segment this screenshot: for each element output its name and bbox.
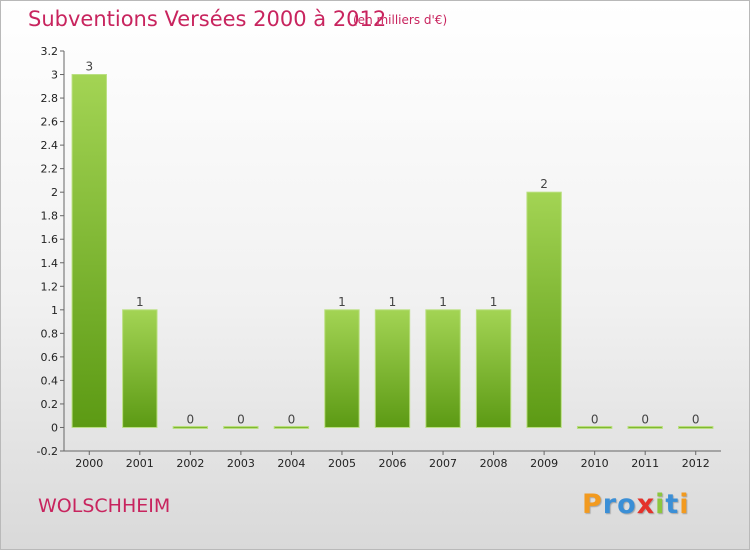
x-tick-label-2012: 2012: [682, 457, 710, 470]
unit-label: (en milliers d'€): [353, 13, 448, 27]
data-label-2008: 1: [490, 295, 498, 309]
y-tick-label: 0.8: [41, 327, 59, 340]
x-tick-label-2009: 2009: [530, 457, 558, 470]
commune-name: WOLSCHHEIM: [38, 495, 171, 517]
logo-letter: x: [636, 489, 656, 520]
bar-2011: [627, 425, 663, 429]
x-tick-label-2001: 2001: [126, 457, 154, 470]
bar-2005: [324, 309, 360, 428]
logo-letter: P: [582, 489, 603, 520]
bar-2000: [71, 74, 107, 428]
y-tick-label: 2.2: [41, 163, 59, 176]
y-tick-label: 2.8: [41, 92, 59, 105]
y-tick-label: 3: [51, 69, 58, 82]
y-tick-label: -0.2: [37, 445, 58, 458]
bar-2012: [678, 425, 714, 429]
data-label-2007: 1: [439, 295, 447, 309]
bar-2010: [576, 425, 613, 429]
data-label-2006: 1: [389, 295, 397, 309]
y-tick-label: 0.4: [41, 374, 59, 387]
data-label-2002: 0: [187, 412, 195, 426]
y-tick-label: 0: [51, 421, 58, 434]
x-tick-label-2006: 2006: [379, 457, 407, 470]
x-tick-label-2003: 2003: [227, 457, 255, 470]
bar-2002: [172, 425, 209, 429]
y-tick-label: 2: [51, 186, 58, 199]
y-tick-label: 2.4: [41, 139, 59, 152]
data-label-2005: 1: [338, 295, 346, 309]
x-tick-label-2008: 2008: [480, 457, 508, 470]
data-label-2004: 0: [288, 412, 296, 426]
y-tick-label: 2.6: [41, 116, 59, 129]
proxiti-logo[interactable]: Proxiti: [582, 489, 690, 520]
bar-2009: [526, 191, 562, 428]
x-tick-label-2000: 2000: [75, 457, 103, 470]
y-tick-label: 3.2: [41, 45, 59, 58]
y-tick-label: 1.8: [41, 210, 59, 223]
bar-2008: [475, 309, 512, 428]
y-tick-label: 0.2: [41, 398, 59, 411]
bar-2006: [374, 309, 411, 428]
x-tick-label-2010: 2010: [581, 457, 609, 470]
x-tick-label-2004: 2004: [277, 457, 305, 470]
logo-letter: r: [602, 489, 618, 520]
data-label-2000: 3: [85, 60, 93, 74]
y-tick-label: 0.6: [41, 351, 59, 364]
chart-title: Subventions Versées 2000 à 2012: [28, 7, 387, 31]
data-label-2001: 1: [136, 295, 144, 309]
bar-2003: [223, 425, 259, 429]
y-tick-label: 1.2: [41, 280, 59, 293]
x-tick-label-2011: 2011: [631, 457, 659, 470]
logo-letter: i: [655, 489, 666, 520]
logo-letter: i: [679, 489, 690, 520]
y-tick-label: 1.6: [41, 233, 59, 246]
y-tick-label: 1.4: [41, 257, 59, 270]
x-tick-label-2005: 2005: [328, 457, 356, 470]
x-tick-label-2007: 2007: [429, 457, 457, 470]
logo-letter: t: [665, 489, 680, 520]
bar-2001: [122, 309, 158, 428]
bar-2004: [273, 425, 310, 429]
data-label-2011: 0: [641, 412, 649, 426]
data-label-2009: 2: [540, 177, 548, 191]
y-tick-label: 1: [51, 304, 58, 317]
data-label-2012: 0: [692, 412, 700, 426]
data-label-2010: 0: [591, 412, 599, 426]
logo-letter: o: [617, 489, 637, 520]
bar-2007: [425, 309, 461, 428]
x-tick-label-2002: 2002: [176, 457, 204, 470]
data-label-2003: 0: [237, 412, 245, 426]
